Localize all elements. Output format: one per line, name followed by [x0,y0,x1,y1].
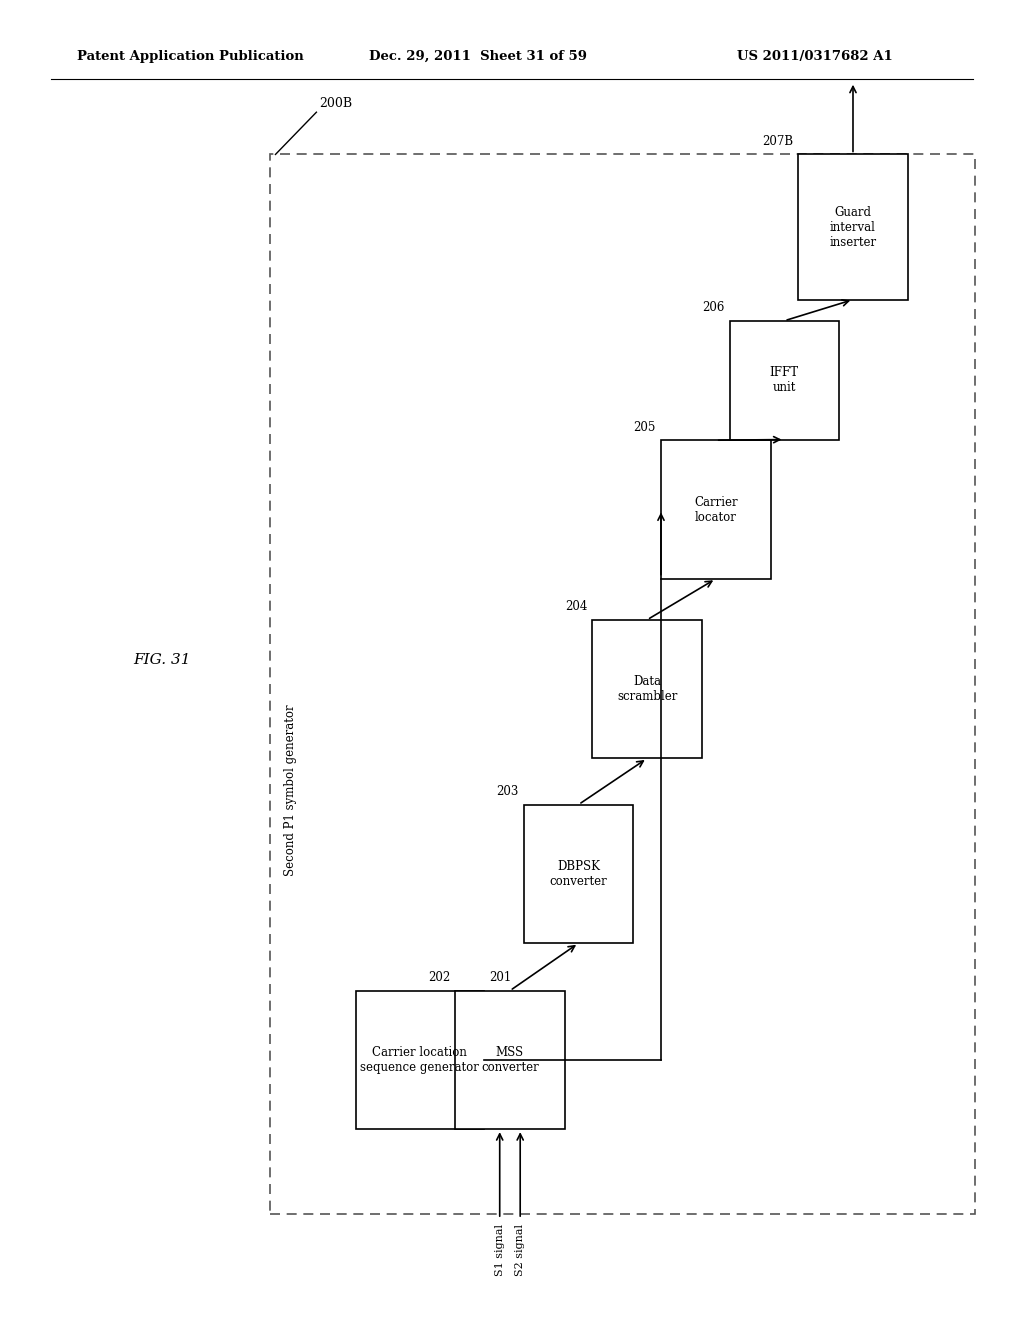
Text: DBPSK
converter: DBPSK converter [550,859,607,888]
Text: Data
scrambler: Data scrambler [617,675,677,704]
Bar [356,990,483,1129]
Text: 202: 202 [428,972,451,985]
Text: 205: 205 [634,421,655,433]
Text: 207B: 207B [762,135,793,148]
Text: Dec. 29, 2011  Sheet 31 of 59: Dec. 29, 2011 Sheet 31 of 59 [369,50,587,63]
Text: FIG. 31: FIG. 31 [133,653,190,667]
Text: Patent Application Publication: Patent Application Publication [77,50,303,63]
Text: US 2011/0317682 A1: US 2011/0317682 A1 [737,50,893,63]
Text: 203: 203 [497,785,518,797]
Bar [455,990,565,1129]
Text: Guard
interval
inserter: Guard interval inserter [829,206,877,248]
Bar [523,804,633,942]
Text: S1 signal: S1 signal [495,1225,505,1276]
Text: 206: 206 [702,301,725,314]
Text: Carrier location
sequence generator: Carrier location sequence generator [360,1045,479,1074]
Text: IFFT
unit: IFFT unit [770,366,799,395]
Bar [270,154,975,1214]
Text: MSS
converter: MSS converter [481,1045,539,1074]
Bar [729,321,840,440]
Text: 201: 201 [489,972,511,985]
Text: Second P1 symbol generator: Second P1 symbol generator [285,705,297,876]
Text: Carrier
locator: Carrier locator [694,495,737,524]
Bar [799,154,907,300]
Text: 204: 204 [565,601,588,612]
Text: 200B: 200B [319,96,352,110]
Text: S2 signal: S2 signal [515,1225,525,1276]
Bar [662,441,770,578]
Bar [592,620,702,758]
